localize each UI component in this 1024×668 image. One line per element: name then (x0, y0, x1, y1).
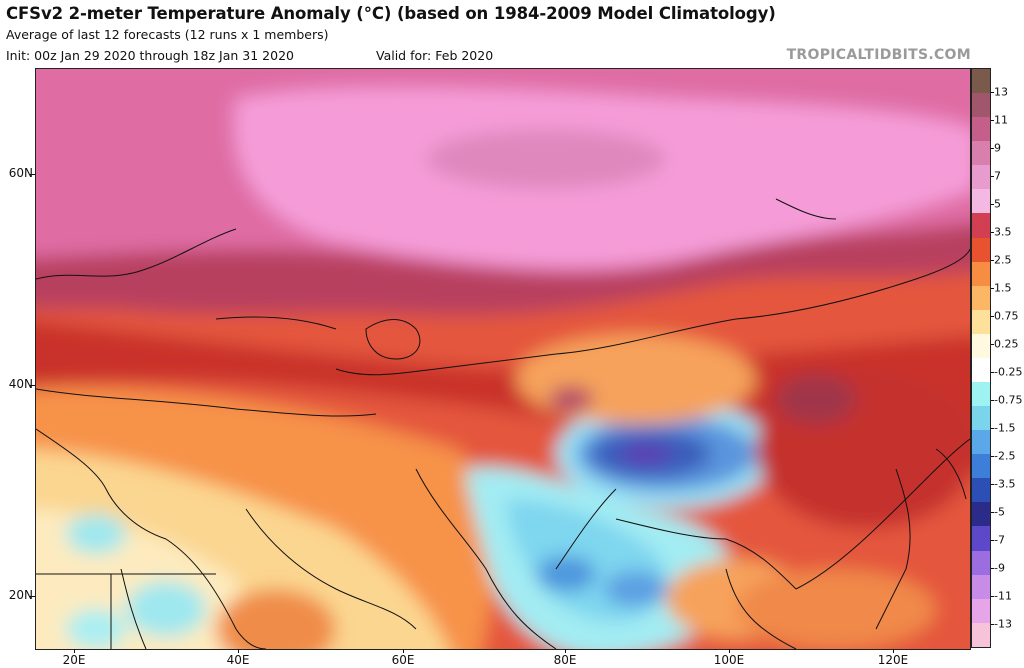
brand-watermark: TROPICALTIDBITS.COM (786, 47, 971, 63)
lon-tick-40e (238, 649, 239, 653)
colorbar-segment (972, 382, 990, 407)
lon-label-60e: 60E (391, 653, 415, 667)
anomaly-fill (36, 69, 970, 649)
init-time: Init: 00z Jan 29 2020 through 18z Jan 31… (6, 48, 294, 63)
colorbar-label: -2.5 (994, 449, 1016, 463)
colorbar-segment (972, 357, 990, 383)
colorbar-label: -1.5 (994, 421, 1016, 435)
colorbar-tick (991, 511, 994, 513)
colorbar-segment (972, 430, 990, 455)
colorbar-segment (972, 526, 990, 551)
colorbar-label: 3.5 (994, 225, 1012, 239)
colorbar-label: 0.25 (994, 337, 1019, 351)
colorbar-tick (991, 288, 994, 290)
lat-label-40n: 40N (8, 377, 33, 391)
colorbar-label: -5 (994, 505, 1005, 519)
colorbar-segment (972, 478, 990, 503)
lon-tick-80e (565, 649, 566, 653)
lon-label-40e: 40E (226, 653, 250, 667)
lon-tick-20e (74, 649, 75, 653)
lat-label-20n: 20N (8, 588, 33, 602)
colorbar-tick (991, 483, 994, 485)
coastlines (36, 198, 970, 649)
colorbar-label: 2.5 (994, 253, 1012, 267)
colorbar-label: -13 (994, 617, 1012, 631)
lon-label-120e: 120E (877, 653, 909, 667)
colorbar-segment (972, 93, 990, 118)
colorbar-label: -11 (994, 589, 1012, 603)
colorbar-label: 13 (994, 85, 1008, 99)
colorbar-segment (972, 285, 990, 310)
colorbar-segment (972, 189, 990, 214)
colorbar-tick (991, 120, 994, 122)
colorbar-tick (991, 148, 994, 150)
colorbar-label: -0.25 (994, 365, 1023, 379)
colorbar-segment (972, 213, 990, 238)
colorbar-tick (991, 399, 994, 401)
colorbar-tick (991, 260, 994, 262)
colorbar-label: 7 (994, 169, 1001, 183)
colorbar-segment (972, 333, 990, 358)
colorbar-tick (991, 427, 994, 429)
colorbar-label: -9 (994, 561, 1005, 575)
colorbar-tick (991, 344, 994, 345)
lat-tick-40n (30, 385, 35, 386)
colorbar-tick (991, 316, 994, 318)
colorbar-tick (991, 623, 994, 625)
colorbar-label: -0.75 (994, 393, 1023, 407)
colorbar-segment (972, 69, 990, 94)
colorbar-segment (972, 261, 990, 286)
colorbar-tick (991, 204, 994, 206)
colorbar-label: 0.75 (994, 309, 1019, 323)
map-canvas (36, 69, 970, 649)
temperature-anomaly-map[interactable] (35, 68, 971, 650)
lon-tick-120e (893, 649, 894, 653)
colorbar-segment (972, 117, 990, 142)
colorbar-segment (972, 237, 990, 262)
colorbar-segment (972, 406, 990, 431)
lat-tick-60n (30, 174, 35, 175)
map-subtitle: Average of last 12 forecasts (12 runs x … (6, 27, 329, 42)
colorbar-segment (972, 502, 990, 527)
map-title: CFSv2 2-meter Temperature Anomaly (°C) (… (6, 4, 776, 23)
lat-tick-20n (30, 596, 35, 597)
colorbar-tick (991, 539, 994, 541)
colorbar-segment (972, 574, 990, 599)
colorbar-label: 5 (994, 197, 1001, 211)
lon-tick-60e (403, 649, 404, 653)
colorbar-tick (991, 371, 994, 373)
colorbar-label: 11 (994, 113, 1008, 127)
colorbar-segment (972, 454, 990, 479)
colorbar-segment (972, 622, 990, 647)
lon-label-80e: 80E (553, 653, 577, 667)
colorbar (971, 68, 991, 648)
lat-label-60n: 60N (8, 166, 33, 180)
colorbar-segment (972, 141, 990, 166)
lon-label-100e: 100E (713, 653, 745, 667)
colorbar-tick (991, 232, 994, 234)
colorbar-tick (991, 567, 994, 569)
lon-label-20e: 20E (62, 653, 86, 667)
colorbar-segment (972, 598, 990, 623)
colorbar-segment (972, 309, 990, 334)
colorbar-label: 1.5 (994, 281, 1012, 295)
colorbar-label: -3.5 (994, 477, 1016, 491)
valid-time: Valid for: Feb 2020 (376, 48, 494, 63)
colorbar-segment (972, 550, 990, 575)
colorbar-tick (991, 176, 994, 178)
colorbar-segment (972, 165, 990, 190)
lon-tick-100e (729, 649, 730, 653)
colorbar-label: -7 (994, 533, 1005, 547)
colorbar-tick (991, 92, 994, 94)
colorbar-tick (991, 595, 994, 597)
colorbar-label: 9 (994, 141, 1001, 155)
colorbar-tick (991, 455, 994, 457)
